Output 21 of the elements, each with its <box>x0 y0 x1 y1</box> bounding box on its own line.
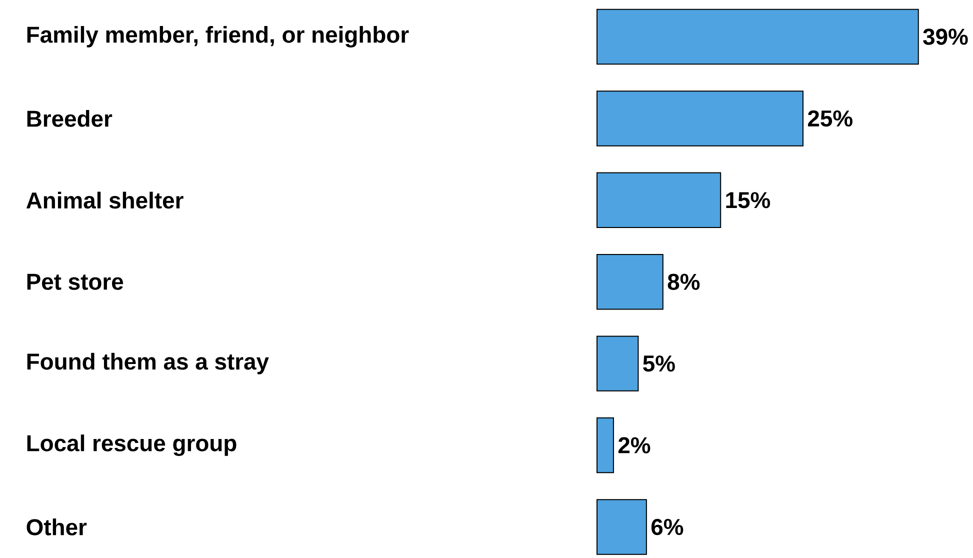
y-tick-label: Animal shelter <box>26 192 184 209</box>
bar <box>596 254 664 310</box>
bar <box>596 90 804 146</box>
data-label: 25% <box>808 110 852 127</box>
data-label: 15% <box>726 192 770 208</box>
y-tick-label: Other <box>26 518 87 536</box>
bar <box>596 8 919 65</box>
y-tick-label: Pet store <box>27 274 124 290</box>
bar <box>596 172 722 228</box>
y-tick-label: Family member, friend, or neighbor <box>27 26 409 48</box>
y-tick-label: Found them as a stray <box>27 352 269 374</box>
bar <box>596 499 647 555</box>
data-label: 8% <box>668 274 700 290</box>
y-tick-label: Local rescue group <box>27 434 236 456</box>
data-label: 5% <box>643 355 675 372</box>
data-label: 6% <box>651 518 684 536</box>
data-label: 39% <box>923 28 968 45</box>
data-label: 2% <box>618 437 650 454</box>
bar <box>596 417 614 474</box>
y-tick-label: Breeder <box>27 110 112 127</box>
bar <box>596 336 639 392</box>
